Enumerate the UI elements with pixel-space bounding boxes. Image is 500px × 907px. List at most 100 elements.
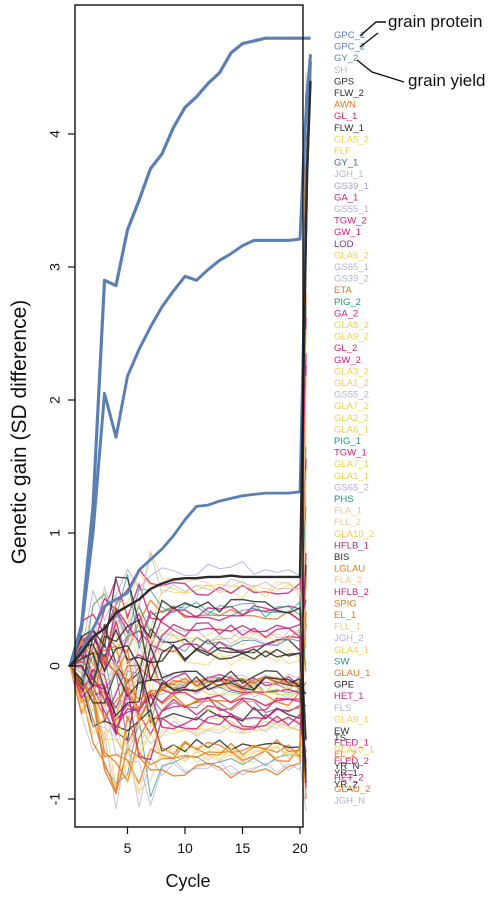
trait-label: HFLB_2 — [334, 587, 369, 598]
trait-label: HET_1 — [334, 691, 364, 702]
x-tick-label: 20 — [292, 840, 308, 856]
y-tick-label: 0 — [47, 662, 63, 670]
trait-label: JGH_N — [334, 796, 365, 807]
annotations: grain protein grain yield — [356, 12, 486, 90]
trait-label: GY_1 — [334, 158, 358, 169]
trait-label: HFLB_1 — [334, 540, 369, 551]
trait-label: GLA6_2 — [334, 250, 369, 261]
trait-label: FLED_1 — [334, 738, 369, 749]
trait-label: GLA1_1 — [334, 471, 369, 482]
trait-line — [69, 258, 307, 762]
trait-label: PIG_1 — [334, 436, 361, 447]
trait-labels: GPC_1GPC_2GY_2SHGPSFLW_2AWNGL_1FLW_1GLA5… — [334, 30, 374, 807]
trait-label: AWN — [334, 100, 356, 111]
trait-label: GLA9_1 — [334, 714, 369, 725]
trait-label: YR_1 — [334, 768, 358, 779]
trait-line — [69, 643, 307, 777]
trait-label: FLS — [334, 703, 351, 714]
trait-label: GPS — [334, 76, 354, 87]
trait-label: EL_2 — [334, 749, 356, 760]
trait-label: TS — [334, 733, 346, 744]
y-axis-title: Genetic gain (SD difference) — [8, 300, 31, 565]
trait-line — [69, 665, 307, 762]
trait-label: SW — [334, 656, 349, 667]
y-tick-label: -1 — [47, 793, 63, 806]
plot-frame — [74, 4, 304, 828]
annotation-leader — [359, 32, 379, 48]
trait-label: LOD — [334, 239, 354, 250]
trait-line — [69, 611, 307, 783]
x-axis-title: Cycle — [165, 871, 210, 891]
trait-label: PHS — [334, 494, 354, 505]
trait-line — [69, 106, 307, 667]
trait-label: SPIG — [334, 598, 357, 609]
background-trait-lines — [69, 71, 307, 812]
trait-label: FLW_2 — [334, 88, 364, 99]
trait-label: GW_1 — [334, 227, 361, 238]
trait-label: GLA8_2 — [334, 320, 369, 331]
trait-label: YR_2 — [334, 779, 358, 790]
trait-label: FLED_2 — [334, 756, 369, 767]
trait-label: LGLAU — [334, 564, 365, 575]
trait-line — [69, 643, 307, 784]
annotation-leader — [356, 59, 405, 83]
highlighted-trait-lines — [68, 36, 312, 667]
trait-label: GS39_1 — [334, 181, 369, 192]
trait-label: FLA_2 — [334, 575, 362, 586]
trait-label: GLA10_1 — [334, 745, 374, 756]
trait-label: GLA4_1 — [334, 645, 369, 656]
trait-label: ETA — [334, 285, 352, 296]
trait-label: GL_1 — [334, 111, 357, 122]
trait-label: FLA_1 — [334, 506, 362, 517]
trait-label: GA_1 — [334, 192, 358, 203]
highlight-line — [68, 60, 312, 667]
trait-label: GLA2_2 — [334, 413, 369, 424]
trait-label: GLAU_1 — [334, 668, 370, 679]
trait-label: GLAU_2 — [334, 784, 370, 795]
trait-label: FLL_1 — [334, 622, 361, 633]
trait-line — [69, 140, 307, 682]
trait-label: GS55_2 — [334, 390, 369, 401]
trait-line — [69, 665, 307, 792]
trait-label: BIS — [334, 552, 349, 563]
trait-line — [69, 233, 307, 674]
trait-line — [69, 606, 307, 789]
trait-label: GY_2 — [334, 53, 358, 64]
trait-line — [69, 576, 307, 740]
trait-line — [69, 665, 307, 812]
trait-label: GPC_1 — [334, 30, 365, 41]
trait-label: GW_2 — [334, 355, 361, 366]
trait-label: GS65_1 — [334, 262, 369, 273]
trait-label: FLW_1 — [334, 123, 364, 134]
x-tick-label: 5 — [124, 840, 132, 856]
annotation-leader — [359, 21, 386, 37]
trait-label: TGW_1 — [334, 448, 367, 459]
trait-label: GPC_2 — [334, 42, 365, 53]
trait-label: YR_N — [334, 761, 359, 772]
trait-line — [69, 293, 307, 786]
trait-label: SH — [334, 65, 347, 76]
trait-line — [69, 665, 307, 761]
y-axis: -1 0 1 2 3 4 — [47, 130, 75, 805]
trait-label: GLA5_2 — [334, 134, 369, 145]
trait-line — [69, 618, 307, 773]
highlight-line — [68, 54, 312, 667]
y-tick-label: 1 — [47, 529, 63, 537]
trait-label: GLA3_2 — [334, 366, 369, 377]
annotation-grain-yield: grain yield — [408, 71, 486, 90]
trait-label: GPE — [334, 680, 354, 691]
trait-label: FLF — [334, 146, 351, 157]
trait-label: GLA7_2 — [334, 401, 369, 412]
trait-label: GLA1_2 — [334, 378, 369, 389]
trait-label: JGH_1 — [334, 169, 364, 180]
trait-label: GLA9_2 — [334, 332, 369, 343]
trait-line — [69, 665, 307, 784]
trait-label: GLA6_1 — [334, 424, 369, 435]
annotation-grain-protein: grain protein — [388, 12, 483, 31]
y-tick-label: 2 — [47, 396, 63, 404]
trait-label: JGH_2 — [334, 633, 364, 644]
trait-label: GS55_1 — [334, 204, 369, 215]
y-tick-label: 3 — [47, 263, 63, 271]
x-tick-label: 10 — [177, 840, 193, 856]
